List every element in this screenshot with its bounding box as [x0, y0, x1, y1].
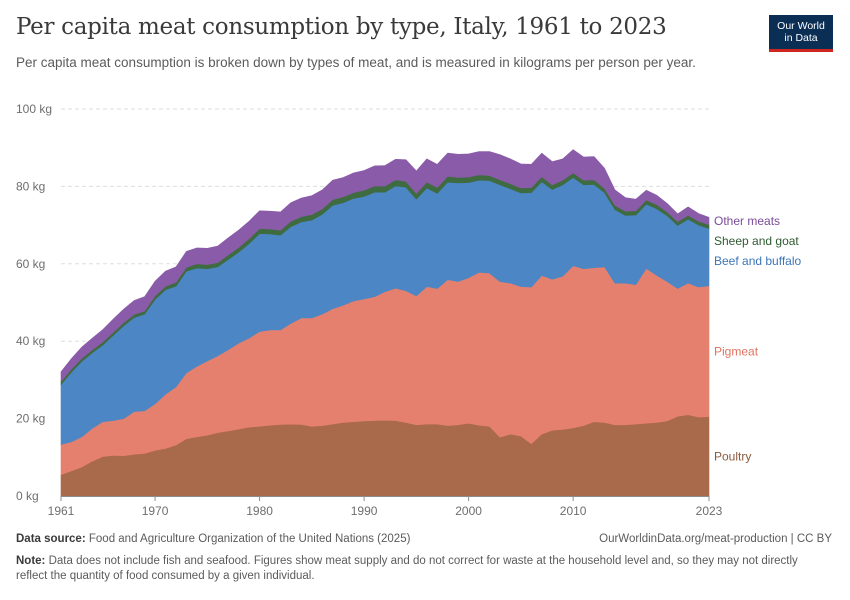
- series-label-beef-and-buffalo[interactable]: Beef and buffalo: [714, 254, 802, 268]
- note-label: Note:: [16, 555, 46, 567]
- series-label-sheep-and-goat[interactable]: Sheep and goat: [714, 234, 799, 248]
- x-tick-label: 2000: [455, 504, 482, 518]
- chart-note: Note: Data does not include fish and sea…: [16, 554, 831, 584]
- owid-logo[interactable]: Our World in Data: [769, 15, 833, 52]
- y-tick-label: 20 kg: [16, 412, 45, 426]
- source-label: Data source:: [16, 533, 86, 545]
- logo-line-1: Our World: [777, 20, 825, 32]
- series-labels: Poultry Pigmeat Beef and buffalo Sheep and …: [714, 214, 802, 463]
- y-tick-label: 60 kg: [16, 257, 45, 271]
- area-series: [60, 149, 710, 497]
- logo-line-2: in Data: [784, 32, 818, 44]
- x-tick-label: 2023: [696, 504, 723, 518]
- series-label-poultry[interactable]: Poultry: [714, 449, 751, 463]
- chart-title: Per capita meat consumption by type, Ita…: [16, 14, 667, 40]
- x-axis: 1961 1970 1980 1990 2000 2010 2023: [48, 496, 723, 518]
- x-tick-label: 2010: [560, 504, 587, 518]
- series-label-pigmeat[interactable]: Pigmeat: [714, 344, 759, 358]
- y-tick-label: 0 kg: [16, 489, 39, 503]
- chart-subtitle: Per capita meat consumption is broken do…: [16, 55, 696, 70]
- x-tick-label: 1961: [48, 504, 75, 518]
- y-tick-label: 40 kg: [16, 334, 45, 348]
- y-tick-label: 80 kg: [16, 179, 45, 193]
- area-other-meats[interactable]: [60, 149, 710, 383]
- data-source: Data source: Food and Agriculture Organi…: [16, 533, 410, 545]
- note-text: Data does not include fish and seafood. …: [16, 555, 798, 582]
- x-tick-label: 1990: [351, 504, 378, 518]
- x-tick-label: 1970: [142, 504, 169, 518]
- source-text[interactable]: Food and Agriculture Organization of the…: [88, 533, 411, 545]
- y-tick-label: 100 kg: [16, 102, 52, 116]
- series-label-other-meats[interactable]: Other meats: [714, 214, 780, 228]
- y-axis-ticks: 0 kg 20 kg 40 kg 60 kg 80 kg 100 kg: [16, 102, 52, 503]
- source-url[interactable]: OurWorldinData.org/meat-production | CC …: [599, 533, 832, 545]
- x-tick-label: 1980: [246, 504, 273, 518]
